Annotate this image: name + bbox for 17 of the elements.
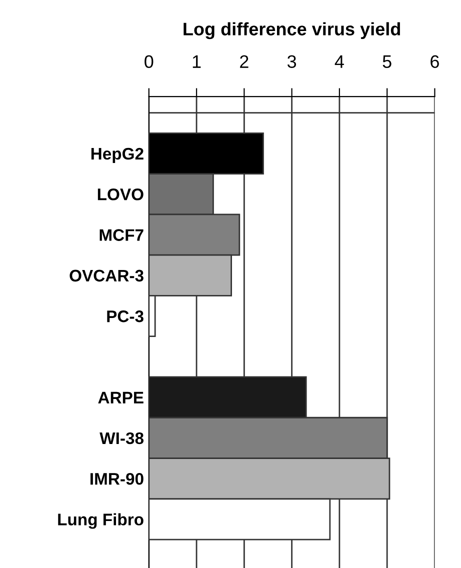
x-axis-title: Log difference virus yield (184, 22, 400, 40)
y-tick-label: IMR-90 (90, 472, 144, 485)
y-tick-label: ARPE (98, 392, 144, 404)
y-tick-label: HepG2 (91, 148, 144, 163)
y-tick-label: PC-3 (107, 310, 144, 322)
x-tick-label: 5 (382, 55, 392, 68)
x-tick-label: 3 (287, 55, 296, 68)
y-tick-label: Lung Fibro (58, 513, 144, 529)
x-tick-label: 2 (240, 55, 248, 68)
x-tick-label: 1 (192, 55, 201, 68)
y-tick-label: WI-38 (100, 432, 144, 444)
y-tick-label: OVCAR-3 (70, 270, 144, 282)
y-tick-label: LOVO (98, 188, 144, 200)
y-tick-label: MCF7 (100, 229, 144, 241)
x-tick-label: 4 (334, 55, 344, 68)
x-tick-label: 0 (144, 55, 154, 68)
x-tick-label: 6 (430, 55, 439, 68)
